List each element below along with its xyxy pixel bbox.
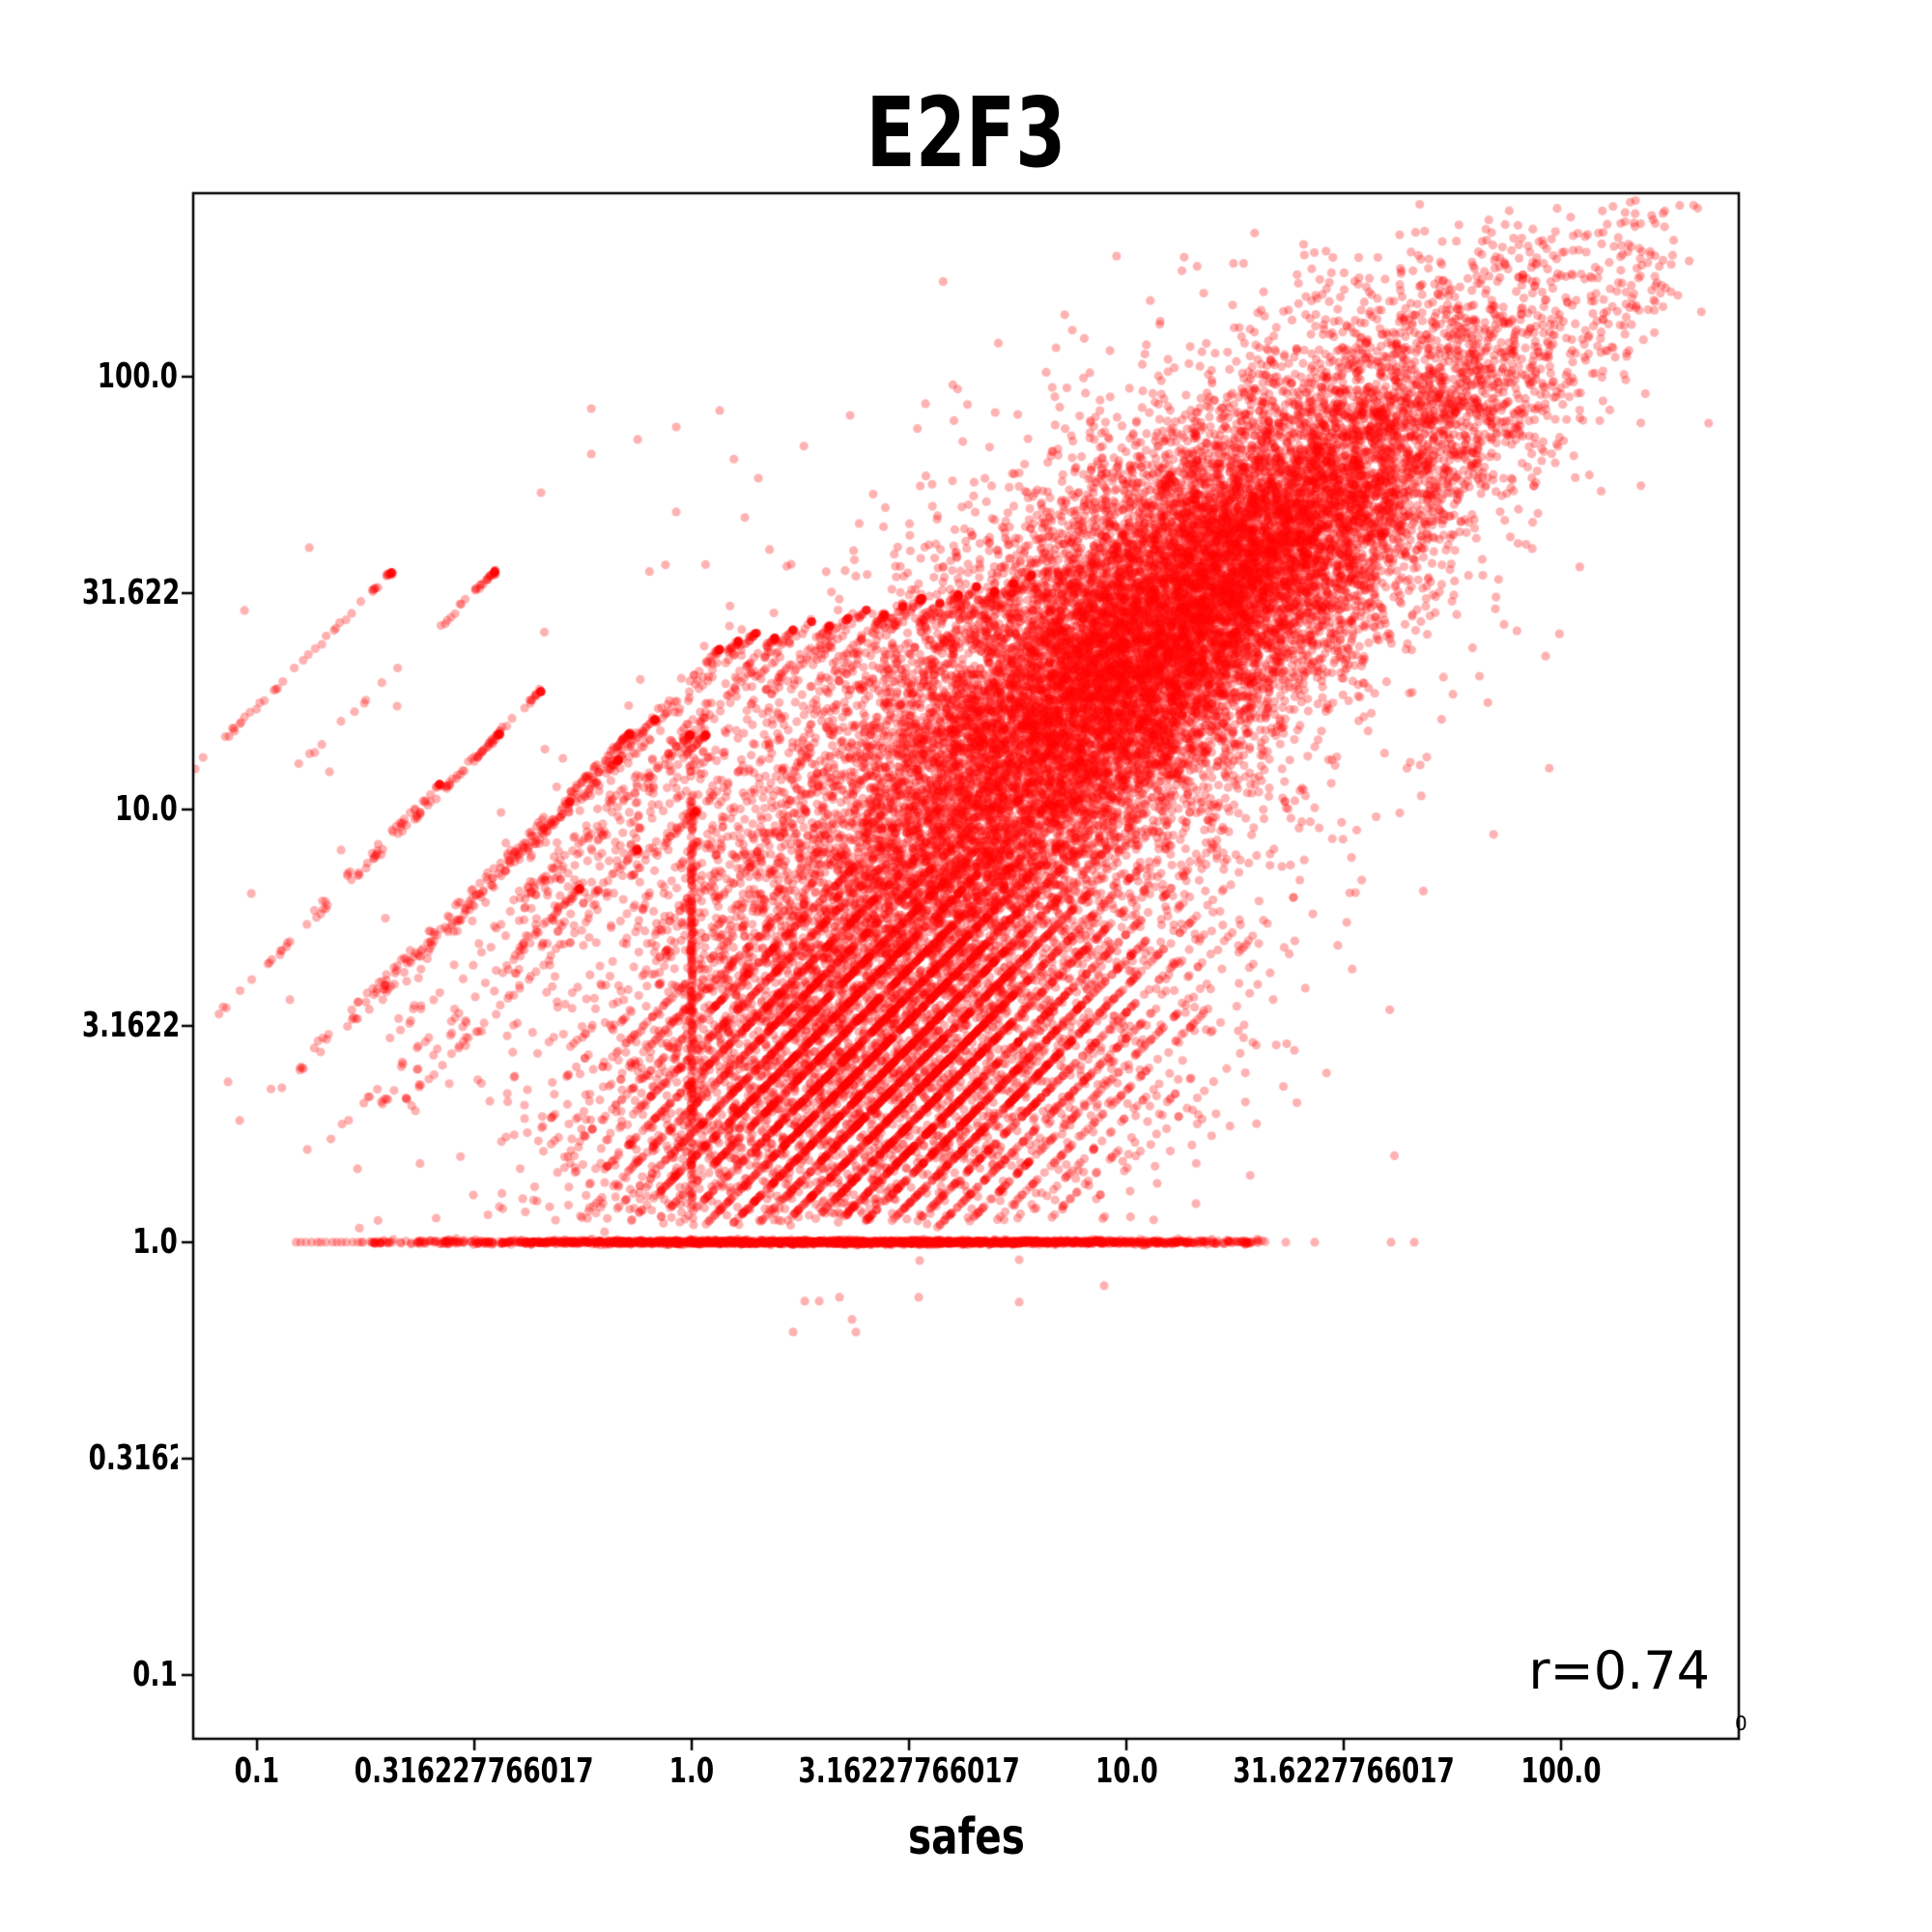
x-tick-label: 100.0: [1520, 1751, 1602, 1791]
x-tick-label: 0.1: [234, 1751, 280, 1791]
x-axis-label: safes: [907, 1808, 1025, 1866]
y-tick-label: 3.16227766017: [81, 1005, 178, 1045]
x-tick-label: 31.6227766017: [1233, 1751, 1455, 1791]
y-tick-label: 1.0: [132, 1221, 178, 1262]
y-tick-label: 0.316227766017: [88, 1437, 178, 1478]
x-tick-label: 1.0: [668, 1751, 715, 1791]
x-tick-label: 10.0: [1094, 1751, 1158, 1791]
correlation-annotation: r=0.74: [1528, 1640, 1710, 1701]
y-tick-label: 0.1: [132, 1654, 178, 1694]
y-tick-label: 100.0: [97, 355, 178, 396]
corner-minor-tick-label: 0: [1735, 1712, 1747, 1735]
y-tick-label: 31.6227766017: [81, 572, 178, 612]
x-tick-label: 3.16227766017: [798, 1751, 1020, 1791]
plot-title: E2F3: [580, 85, 1352, 182]
plot-title-text: E2F3: [866, 76, 1066, 189]
x-tick-label: 0.316227766017: [355, 1751, 594, 1791]
y-tick-label: 10.0: [115, 788, 178, 829]
